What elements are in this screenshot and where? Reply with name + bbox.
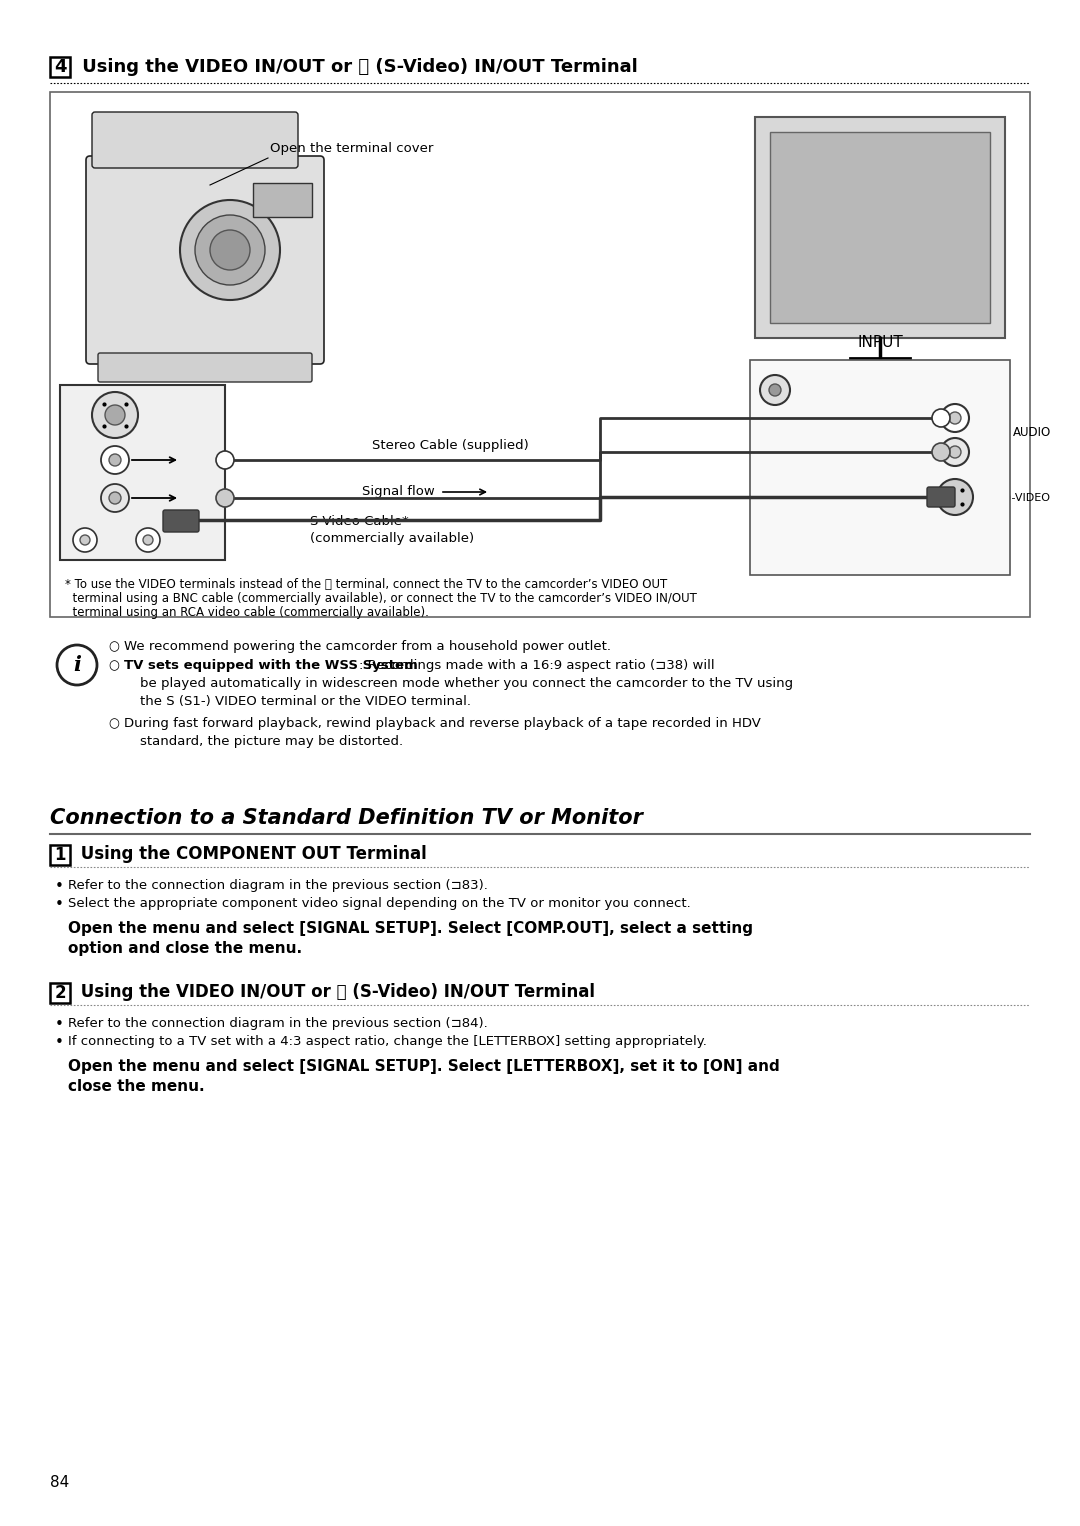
Text: Select the appropriate component video signal depending on the TV or monitor you: Select the appropriate component video s… xyxy=(68,897,691,909)
Text: 4: 4 xyxy=(54,58,66,76)
Circle shape xyxy=(109,455,121,465)
Text: S (S1)-VIDEO: S (S1)-VIDEO xyxy=(978,491,1050,502)
Text: Connection to a Standard Definition TV or Monitor: Connection to a Standard Definition TV o… xyxy=(50,807,643,829)
Circle shape xyxy=(937,479,973,514)
Text: be played automatically in widescreen mode whether you connect the camcorder to : be played automatically in widescreen mo… xyxy=(140,678,793,690)
Text: VIDEO: VIDEO xyxy=(141,403,165,412)
FancyBboxPatch shape xyxy=(163,510,199,533)
Text: Open the menu and select [SIGNAL SETUP]. Select [COMP.OUT], select a setting: Open the menu and select [SIGNAL SETUP].… xyxy=(68,922,753,935)
Bar xyxy=(50,56,70,76)
Circle shape xyxy=(57,645,97,685)
Text: terminal using an RCA video cable (commercially available).: terminal using an RCA video cable (comme… xyxy=(65,606,429,620)
Bar xyxy=(755,118,1005,337)
FancyBboxPatch shape xyxy=(927,487,955,507)
Text: Signal flow: Signal flow xyxy=(362,485,435,499)
Circle shape xyxy=(105,404,125,426)
Text: INPUT: INPUT xyxy=(858,336,903,349)
Text: If connecting to a TV set with a 4:3 aspect ratio, change the [LETTERBOX] settin: If connecting to a TV set with a 4:3 asp… xyxy=(68,1035,707,1048)
Text: standard, the picture may be distorted.: standard, the picture may be distorted. xyxy=(140,736,403,748)
Text: Open the terminal cover: Open the terminal cover xyxy=(270,142,433,156)
Text: IN/OUT: IN/OUT xyxy=(133,455,160,464)
Text: Using the VIDEO IN/OUT or Ⓢ (S-Video) IN/OUT Terminal: Using the VIDEO IN/OUT or Ⓢ (S-Video) IN… xyxy=(76,58,638,76)
Bar xyxy=(50,845,70,865)
Bar xyxy=(50,983,70,1003)
Text: 84: 84 xyxy=(50,1476,69,1489)
Circle shape xyxy=(102,484,129,513)
Circle shape xyxy=(195,215,265,285)
Circle shape xyxy=(210,230,249,270)
Text: i: i xyxy=(73,655,81,674)
Circle shape xyxy=(949,412,961,424)
FancyBboxPatch shape xyxy=(98,353,312,382)
Circle shape xyxy=(949,446,961,458)
Text: ○: ○ xyxy=(108,717,119,729)
Text: 2: 2 xyxy=(54,984,66,1003)
Circle shape xyxy=(216,488,234,507)
Text: the S (S1-) VIDEO terminal or the VIDEO terminal.: the S (S1-) VIDEO terminal or the VIDEO … xyxy=(140,694,471,708)
Circle shape xyxy=(216,452,234,468)
Text: Red: Red xyxy=(910,426,933,439)
Circle shape xyxy=(109,491,121,504)
Text: * To use the VIDEO terminals instead of the Ⓢ terminal, connect the TV to the ca: * To use the VIDEO terminals instead of … xyxy=(65,578,667,591)
Text: During fast forward playback, rewind playback and reverse playback of a tape rec: During fast forward playback, rewind pla… xyxy=(124,717,761,729)
Text: close the menu.: close the menu. xyxy=(68,1079,204,1094)
Text: •: • xyxy=(55,1016,64,1032)
Circle shape xyxy=(760,375,789,404)
Text: Refer to the connection diagram in the previous section (⊐83).: Refer to the connection diagram in the p… xyxy=(68,879,488,893)
Text: terminal using a BNC cable (commercially available), or connect the TV to the ca: terminal using a BNC cable (commercially… xyxy=(65,592,697,604)
Text: TV sets equipped with the WSS System: TV sets equipped with the WSS System xyxy=(124,659,418,671)
Text: ○: ○ xyxy=(108,659,119,671)
Text: Red: Red xyxy=(185,487,210,499)
Text: VIDEO: VIDEO xyxy=(795,383,832,397)
Circle shape xyxy=(941,438,969,465)
Text: ○: ○ xyxy=(108,639,119,653)
Text: Stereo Cable (supplied): Stereo Cable (supplied) xyxy=(372,439,528,452)
Text: •: • xyxy=(55,879,64,894)
Circle shape xyxy=(941,404,969,432)
Text: 1: 1 xyxy=(54,845,66,864)
Circle shape xyxy=(136,528,160,552)
Bar xyxy=(50,92,1030,617)
Text: : Recordings made with a 16:9 aspect ratio (⊐38) will: : Recordings made with a 16:9 aspect rat… xyxy=(359,659,715,671)
Circle shape xyxy=(80,536,90,545)
Text: White: White xyxy=(899,392,933,404)
Text: We recommend powering the camcorder from a household power outlet.: We recommend powering the camcorder from… xyxy=(124,639,611,653)
Circle shape xyxy=(932,443,950,461)
Text: L: L xyxy=(991,412,998,424)
Text: S-Video Cable*
(commercially available): S-Video Cable* (commercially available) xyxy=(310,514,474,545)
Circle shape xyxy=(769,385,781,397)
Text: Using the VIDEO IN/OUT or Ⓢ (S-Video) IN/OUT Terminal: Using the VIDEO IN/OUT or Ⓢ (S-Video) IN… xyxy=(75,983,595,1001)
Text: Using the COMPONENT OUT Terminal: Using the COMPONENT OUT Terminal xyxy=(75,845,427,864)
Text: option and close the menu.: option and close the menu. xyxy=(68,942,302,955)
Circle shape xyxy=(102,446,129,475)
Text: AUDIO: AUDIO xyxy=(1013,426,1051,438)
FancyBboxPatch shape xyxy=(253,183,312,217)
Circle shape xyxy=(143,536,153,545)
Text: R: R xyxy=(990,446,998,458)
Circle shape xyxy=(73,528,97,552)
FancyBboxPatch shape xyxy=(92,111,298,168)
Text: Open the menu and select [SIGNAL SETUP]. Select [LETTERBOX], set it to [ON] and: Open the menu and select [SIGNAL SETUP].… xyxy=(68,1059,780,1074)
Bar xyxy=(60,385,225,560)
Bar xyxy=(770,133,990,324)
Circle shape xyxy=(932,409,950,427)
Text: •: • xyxy=(55,1035,64,1050)
Bar xyxy=(750,360,1010,575)
Text: •: • xyxy=(55,897,64,913)
Text: OUT: OUT xyxy=(141,415,157,424)
Circle shape xyxy=(180,200,280,301)
Circle shape xyxy=(92,392,138,438)
Text: White: White xyxy=(185,449,221,461)
Text: Refer to the connection diagram in the previous section (⊐84).: Refer to the connection diagram in the p… xyxy=(68,1016,488,1030)
FancyBboxPatch shape xyxy=(86,156,324,365)
Text: CH1 AUDIO CH2: CH1 AUDIO CH2 xyxy=(62,517,118,523)
